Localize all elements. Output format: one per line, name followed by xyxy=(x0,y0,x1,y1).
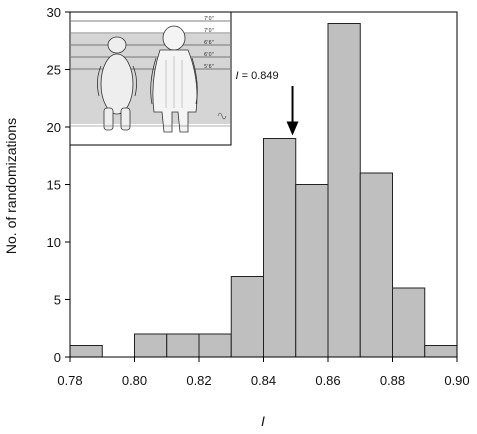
x-tick-label: 0.84 xyxy=(251,373,276,388)
inset-illustration: 7'0" 7'0" 6'6" 6'0" 5'6" xyxy=(69,11,232,146)
histogram-bar xyxy=(166,333,200,358)
x-tick-label: 0.90 xyxy=(444,373,469,388)
histogram-bar xyxy=(198,333,232,358)
x-tick-label: 0.82 xyxy=(186,373,211,388)
x-axis-label: I xyxy=(261,413,265,429)
histogram-bar xyxy=(359,172,393,358)
histogram-bar xyxy=(295,184,329,358)
histogram-bar xyxy=(327,23,361,358)
bigfoot-icon xyxy=(150,25,198,133)
height-mark: 7'0" xyxy=(204,16,214,22)
x-axis-ticks: 0.78 0.80 0.82 0.84 0.86 0.88 0.90 xyxy=(57,357,470,388)
y-tick-label: 20 xyxy=(47,120,61,135)
height-mark: 7'0" xyxy=(204,28,214,34)
y-tick-label: 5 xyxy=(54,293,61,308)
annotation-arrow-head xyxy=(286,121,299,136)
histogram-bar xyxy=(424,345,458,358)
signature-icon xyxy=(217,112,227,120)
height-marks: 7'0" 7'0" 6'6" 6'0" 5'6" xyxy=(204,16,214,70)
annotation-label: I = 0.849 xyxy=(236,70,279,82)
height-mark: 5'6" xyxy=(204,64,214,70)
annotation-symbol: I xyxy=(236,70,239,82)
annotation: I = 0.849 xyxy=(236,70,299,136)
y-tick-label: 10 xyxy=(47,235,61,250)
histogram-bar xyxy=(392,287,426,358)
y-axis-ticks: 0 5 10 15 20 25 30 xyxy=(47,5,70,365)
annotation-value: = 0.849 xyxy=(239,70,279,82)
y-tick-label: 0 xyxy=(54,350,61,365)
x-tick-label: 0.80 xyxy=(122,373,147,388)
plot-frame xyxy=(69,11,458,358)
bear-icon xyxy=(97,36,137,131)
height-mark: 6'6" xyxy=(204,40,214,46)
histogram-bar xyxy=(263,138,297,358)
y-tick-label: 30 xyxy=(47,5,61,20)
histogram-bar xyxy=(230,276,264,358)
y-axis-label: No. of randomizations xyxy=(3,118,19,254)
x-tick-label: 0.86 xyxy=(315,373,340,388)
x-tick-label: 0.78 xyxy=(57,373,82,388)
histogram-bar xyxy=(134,333,168,358)
y-tick-label: 15 xyxy=(47,178,61,193)
height-chart-lines xyxy=(71,20,230,70)
y-tick-label: 25 xyxy=(47,63,61,78)
x-tick-label: 0.88 xyxy=(380,373,405,388)
bars-group xyxy=(69,23,458,358)
histogram-bar xyxy=(69,345,103,358)
height-mark: 6'0" xyxy=(204,52,214,58)
